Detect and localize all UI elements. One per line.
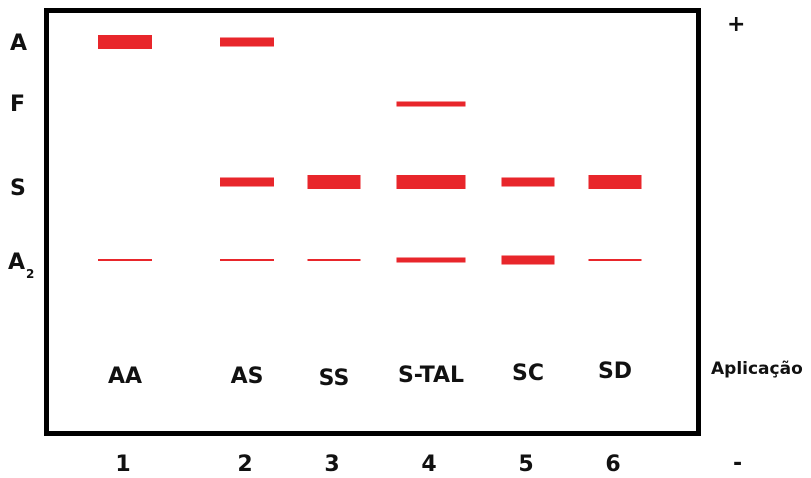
band-lane-2-a (220, 37, 274, 47)
band-lane-1-a2 (98, 259, 152, 261)
row-label-f: F (10, 92, 25, 117)
lanes: AA 1 AS 2 SS 3 S-TAL 4 SC 5 SD 6 (98, 35, 642, 477)
band-lane-4-s (396, 175, 466, 189)
row-labels: A F S A 2 (8, 31, 34, 281)
gel-frame (44, 8, 701, 436)
row-label-s: S (10, 176, 26, 201)
band-lane-2-s (220, 177, 274, 187)
band-lane-5-s (501, 177, 555, 187)
negative-pole-label: - (733, 451, 742, 476)
genotype-label-3: SS (319, 366, 350, 391)
band-lane-4-f (396, 101, 466, 107)
band-lane-3-a2 (307, 259, 361, 261)
row-label-a: A (10, 31, 27, 56)
row-label-a2-subscript: 2 (26, 267, 34, 281)
band-lane-3-s (307, 175, 361, 189)
band-lane-6-s (588, 175, 642, 189)
lane-number-4: 4 (421, 452, 436, 477)
band-lane-4-a2 (396, 257, 466, 263)
band-lane-5-a2 (501, 255, 555, 265)
lane-number-2: 2 (237, 452, 252, 477)
band-lane-1-a (98, 35, 152, 49)
genotype-label-1: AA (108, 364, 142, 389)
genotype-label-2: AS (231, 364, 264, 389)
lane-number-5: 5 (518, 452, 533, 477)
band-lane-2-a2 (220, 259, 274, 261)
lane-number-6: 6 (605, 452, 620, 477)
genotype-label-4: S-TAL (398, 363, 464, 388)
row-label-a2: A (8, 250, 25, 275)
application-label: Aplicação (711, 359, 803, 379)
positive-pole-label: + (727, 12, 745, 37)
lane-number-3: 3 (324, 452, 339, 477)
band-lane-6-a2 (588, 259, 642, 261)
lane-number-1: 1 (115, 452, 130, 477)
genotype-label-6: SD (598, 359, 632, 384)
genotype-label-5: SC (512, 361, 544, 386)
